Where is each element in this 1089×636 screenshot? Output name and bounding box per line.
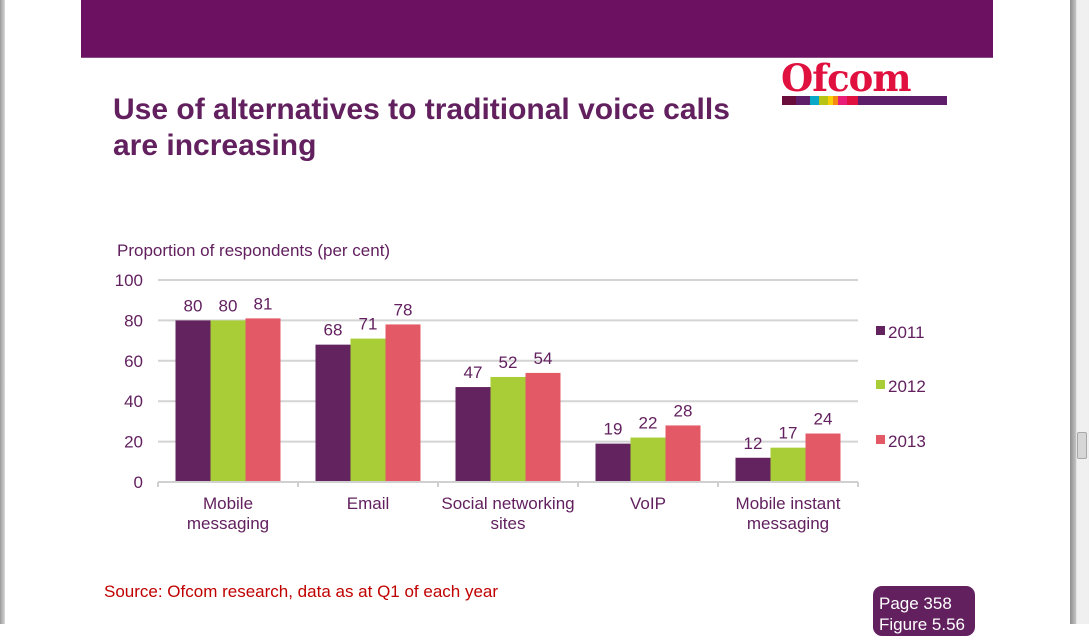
bar-2011 <box>735 457 771 482</box>
data-label: 19 <box>604 420 623 439</box>
x-tick-label: Email <box>347 494 390 513</box>
bar-2012 <box>210 320 246 482</box>
x-tick-label: Mobile instant <box>736 494 841 513</box>
legend-swatch-2013 <box>876 435 885 444</box>
bar-2013 <box>525 372 561 482</box>
y-tick-label: 80 <box>124 311 143 330</box>
bar-2011 <box>595 443 631 482</box>
figure-number: Figure 5.56 <box>879 615 965 634</box>
logo-strip-segment <box>858 96 947 105</box>
bar-2013 <box>665 425 701 482</box>
legend-label: 2013 <box>888 432 926 451</box>
data-label: 12 <box>744 434 763 453</box>
bar-chart: Proportion of respondents (per cent) 0 20… <box>115 241 926 533</box>
scrollbar-thumb[interactable] <box>1077 432 1087 459</box>
data-label: 81 <box>254 294 273 313</box>
x-tick-label: messaging <box>187 514 269 533</box>
x-tick-label: Mobile <box>203 494 253 513</box>
data-label: 52 <box>499 353 518 372</box>
logo-strip-segment <box>847 96 858 105</box>
legend-label: 2012 <box>888 377 926 396</box>
page-shadow <box>1070 0 1076 624</box>
data-label: 54 <box>534 349 553 368</box>
data-label: 24 <box>814 410 833 429</box>
x-tick-label: VoIP <box>630 494 666 513</box>
logo-strip-segment <box>828 96 833 105</box>
data-label: 78 <box>394 300 413 319</box>
window-left-edge <box>0 0 5 624</box>
logo-strip-segment <box>796 96 810 105</box>
bar-2013 <box>385 324 421 482</box>
y-tick-label: 0 <box>134 473 143 492</box>
data-label: 71 <box>359 315 378 334</box>
legend-swatch-2011 <box>876 326 885 335</box>
legend-label: 2011 <box>888 323 925 342</box>
bar-2012 <box>490 376 526 482</box>
y-axis-label: Proportion of respondents (per cent) <box>117 241 390 260</box>
data-label: 47 <box>464 363 483 382</box>
page-number: Page 358 <box>879 594 952 613</box>
x-tick-label: Social networking <box>441 494 574 513</box>
logo-wordmark: Ofcom <box>781 56 912 100</box>
logo-strip-segment <box>819 96 828 105</box>
data-label: 80 <box>219 296 238 315</box>
data-label: 22 <box>639 414 658 433</box>
y-axis-ticks: 0 20 40 60 80 100 <box>115 271 143 492</box>
vertical-scrollbar[interactable] <box>1076 0 1089 624</box>
data-label: 68 <box>324 321 343 340</box>
data-label: 17 <box>779 424 798 443</box>
y-tick-label: 100 <box>115 271 143 290</box>
bar-2012 <box>770 447 806 482</box>
bar-2011 <box>175 320 211 482</box>
bar-2013 <box>245 318 281 482</box>
header-banner <box>81 0 993 58</box>
source-note: Source: Ofcom research, data as at Q1 of… <box>104 582 499 601</box>
logo-strip-segment <box>838 96 847 105</box>
title-line-1: Use of alternatives to traditional voice… <box>113 93 730 126</box>
data-label: 28 <box>674 401 693 420</box>
bar-2012 <box>630 437 666 482</box>
logo-strip-segment <box>833 96 838 105</box>
logo-strip-segment <box>810 96 819 105</box>
bars <box>175 318 841 482</box>
title-line-2: are increasing <box>113 129 317 162</box>
bar-2013 <box>805 433 841 482</box>
y-tick-label: 60 <box>124 352 143 371</box>
slide-title: Use of alternatives to traditional voice… <box>113 92 773 164</box>
x-tick-label: messaging <box>747 514 829 533</box>
bar-2011 <box>315 344 351 482</box>
data-labels: 80 80 81 68 71 78 47 52 54 19 22 28 12 17 24 <box>184 294 833 452</box>
data-label: 80 <box>184 296 203 315</box>
legend-swatch-2012 <box>876 380 885 389</box>
x-tick-label: sites <box>491 514 526 533</box>
y-tick-label: 40 <box>124 392 143 411</box>
logo-color-strip <box>782 96 947 105</box>
y-tick-label: 20 <box>124 433 143 452</box>
logo-strip-segment <box>782 96 796 105</box>
bar-2012 <box>350 338 386 482</box>
legend: 2011 2012 2013 <box>876 323 926 451</box>
page-badge: Page 358 Figure 5.56 <box>873 586 975 636</box>
bar-2011 <box>455 387 491 482</box>
ofcom-logo: Ofcom <box>781 56 948 108</box>
